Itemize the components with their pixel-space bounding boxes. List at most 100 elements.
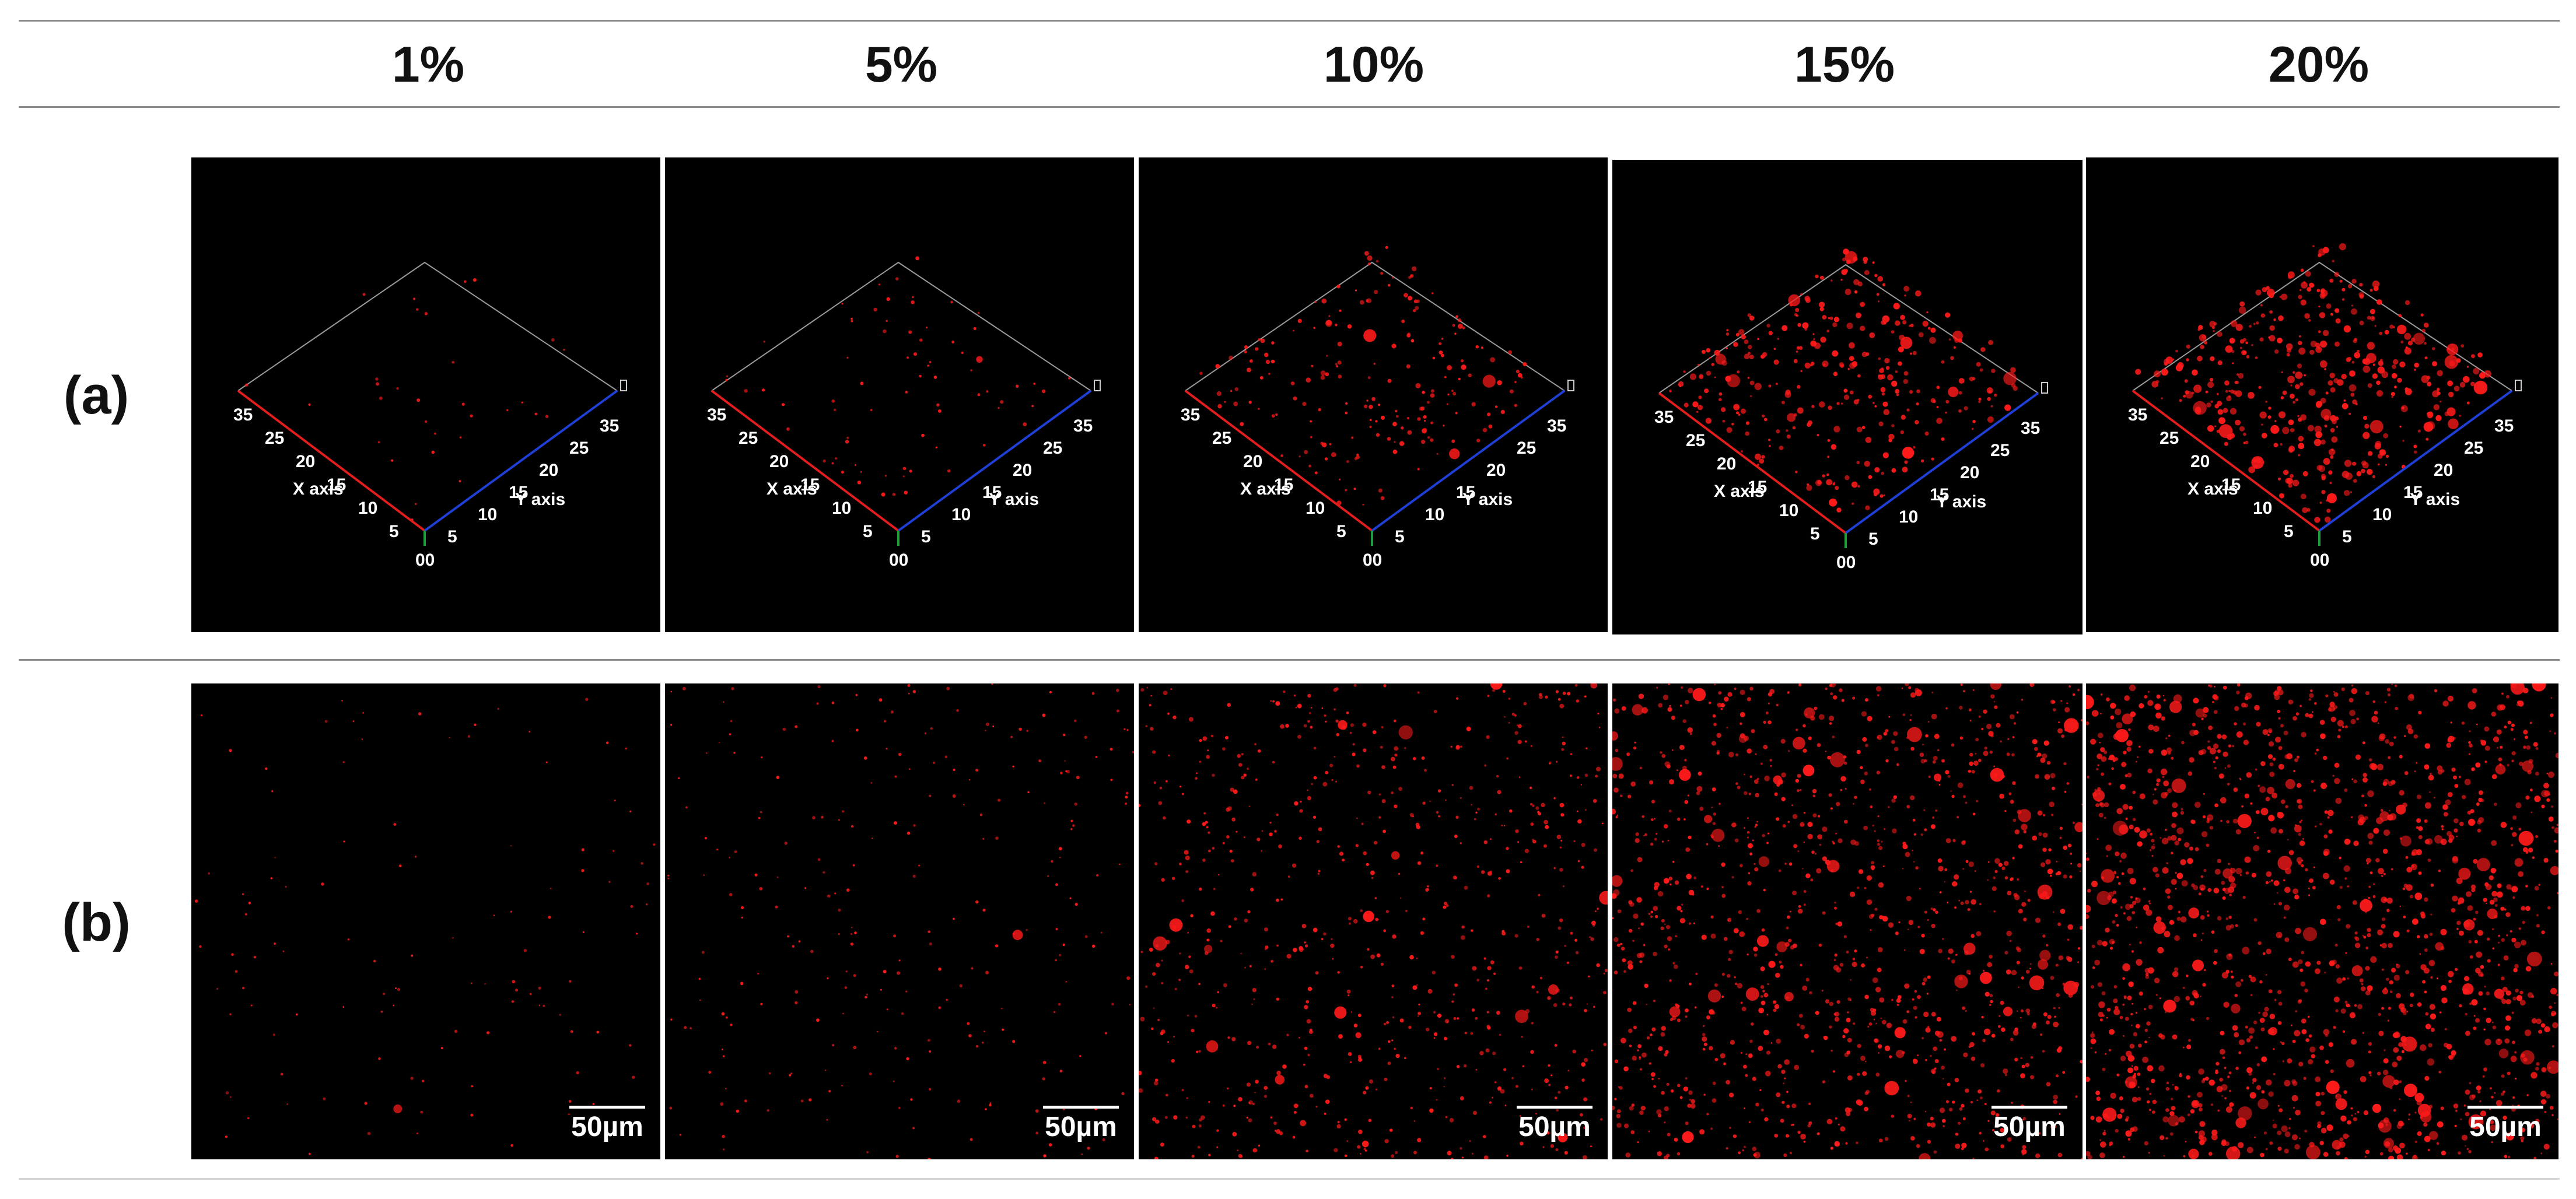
x-tick-label: 20: [2190, 452, 2210, 471]
x-tick-label: 10: [2253, 499, 2272, 518]
y-tick-label: 15: [509, 483, 528, 502]
box-outline: [237, 261, 618, 391]
micrograph-4: [1612, 683, 2082, 1159]
y-tick-label: 25: [1043, 439, 1062, 458]
x-axis-line: [1184, 390, 1373, 532]
x-axis-label: X axis: [2188, 479, 2238, 499]
y-axis-label: Y axis: [515, 490, 565, 509]
panel-3d-2: 35 25 20 15 10 5 5 10 15 20 25 35 00 X axis Y axis: [665, 157, 1134, 632]
x-tick-label: 25: [738, 429, 758, 448]
x-tick-label: 5: [389, 522, 399, 541]
box-outline: [2132, 261, 2512, 391]
y-tick-label: 10: [2372, 505, 2392, 524]
panel-3d-1: 35 25 20 15 10 5 5 10 15 20 25 35 00 X axis Y axis: [191, 157, 660, 632]
scale-bar-label: 50µm: [1993, 1112, 2066, 1142]
x-tick-label: 25: [2160, 429, 2179, 448]
column-header-5: 20%: [2268, 37, 2370, 93]
x-tick-label: 35: [2128, 405, 2147, 425]
scale-bar-label: 50µm: [571, 1112, 643, 1142]
column-header-3: 10%: [1323, 37, 1424, 93]
x-tick-label: 5: [1336, 522, 1346, 541]
x-axis-label: X axis: [1240, 479, 1291, 499]
particle-cloud: [245, 278, 565, 521]
panel-2d-4: 50µm: [1612, 683, 2082, 1159]
x-tick-label: 5: [863, 522, 873, 541]
y-tick-label: 25: [1517, 439, 1536, 458]
y-axis-label: Y axis: [2410, 490, 2460, 509]
corner-marker-icon: [2041, 382, 2048, 394]
corner-marker-icon: [1094, 380, 1101, 391]
y-axis-label: Y axis: [989, 490, 1039, 509]
micrograph-5: [2086, 683, 2558, 1159]
x-tick-label: 15: [1274, 475, 1293, 495]
y-tick-label: 5: [921, 527, 931, 546]
x-tick-label: 5: [1810, 524, 1820, 544]
scale-bar-5: 50µm: [2468, 1106, 2543, 1143]
particle-field: [1612, 683, 2082, 1159]
y-axis-label: Y axis: [1936, 492, 1986, 511]
x-tick-label: 20: [296, 452, 315, 471]
particle-cloud: [725, 256, 1071, 497]
x-axis-line: [1658, 392, 1847, 534]
scale-bar-2: 50µm: [1043, 1106, 1119, 1143]
y-axis-line: [897, 390, 1092, 532]
y-axis-line: [2318, 390, 2513, 532]
y-tick-label: 25: [1990, 441, 2010, 460]
y-tick-label: 5: [1868, 530, 1878, 549]
x-tick-label: 10: [1306, 499, 1325, 518]
y-tick-label: 25: [569, 439, 589, 458]
y-tick-label: 10: [1425, 505, 1444, 524]
header-rule: [19, 106, 2560, 108]
y-axis-line: [424, 390, 618, 532]
x-tick-label: 25: [1212, 429, 1231, 448]
origin-label: 00: [415, 551, 435, 570]
panel-2d-2: 50µm: [665, 683, 1134, 1159]
render-3d-5: 35 25 20 15 10 5 5 10 15 20 25 35 00 X axis Y axis: [2128, 243, 2522, 570]
y-tick-label: 15: [1456, 483, 1475, 502]
top-rule: [19, 20, 2560, 22]
corner-marker-icon: [1567, 380, 1574, 391]
particle-field: [667, 683, 1134, 1159]
panel-3d-4: 35 25 20 15 10 5 5 10 15 20 25 35 00 X axis Y axis: [1612, 160, 2082, 634]
scale-bar-1: 50µm: [569, 1106, 645, 1143]
corner-marker-icon: [2515, 380, 2522, 391]
row-label-a: (a): [63, 366, 130, 425]
x-axis-line: [710, 390, 900, 532]
particle-field: [194, 697, 656, 1155]
y-tick-label: 10: [478, 505, 497, 524]
bottom-rule: [19, 1178, 2560, 1180]
render-3d-3: 35 25 20 15 10 5 5 10 15 20 25 35 00 X axis Y axis: [1181, 246, 1574, 570]
x-tick-label: 35: [1654, 408, 1674, 427]
origin-label: 00: [1836, 553, 1856, 572]
x-axis-line: [237, 390, 426, 532]
render-3d-2: 35 25 20 15 10 5 5 10 15 20 25 35 00 X axis Y axis: [707, 256, 1101, 570]
render-3d-4: 35 25 20 15 10 5 5 10 15 20 25 35 00 X axis Y axis: [1654, 248, 2048, 572]
x-tick-label: 25: [265, 429, 284, 448]
y-tick-label: 35: [600, 416, 619, 436]
x-tick-label: 35: [1181, 405, 1200, 425]
x-axis-label: X axis: [1714, 482, 1765, 501]
scale-bar-label: 50µm: [1518, 1112, 1591, 1142]
particle-cloud: [2135, 243, 2491, 523]
x-tick-label: 10: [832, 499, 851, 518]
box-outline: [1185, 261, 1565, 391]
y-tick-label: 15: [1930, 485, 1949, 504]
scale-bar-label: 50µm: [2469, 1112, 2542, 1142]
y-axis-line: [1371, 390, 1566, 532]
row-divider: [19, 659, 2560, 661]
x-axis-label: X axis: [293, 479, 344, 499]
y-tick-label: 20: [2434, 461, 2453, 480]
y-tick-label: 15: [982, 483, 1002, 502]
corner-marker-icon: [620, 380, 627, 391]
x-axis-label: X axis: [766, 479, 817, 499]
particle-field: [2086, 683, 2558, 1159]
box-outline: [711, 261, 1091, 391]
y-tick-label: 10: [951, 505, 971, 524]
column-header-4: 15%: [1794, 37, 1895, 93]
render-3d-1: 35 25 20 15 10 5 5 10 15 20 25 35 00 X axis Y axis: [233, 261, 627, 570]
y-tick-label: 20: [1960, 463, 1979, 482]
panel-2d-5: 50µm: [2086, 683, 2558, 1159]
x-tick-label: 15: [2221, 475, 2241, 495]
origin-label: 00: [889, 551, 908, 570]
x-tick-label: 35: [233, 405, 253, 425]
